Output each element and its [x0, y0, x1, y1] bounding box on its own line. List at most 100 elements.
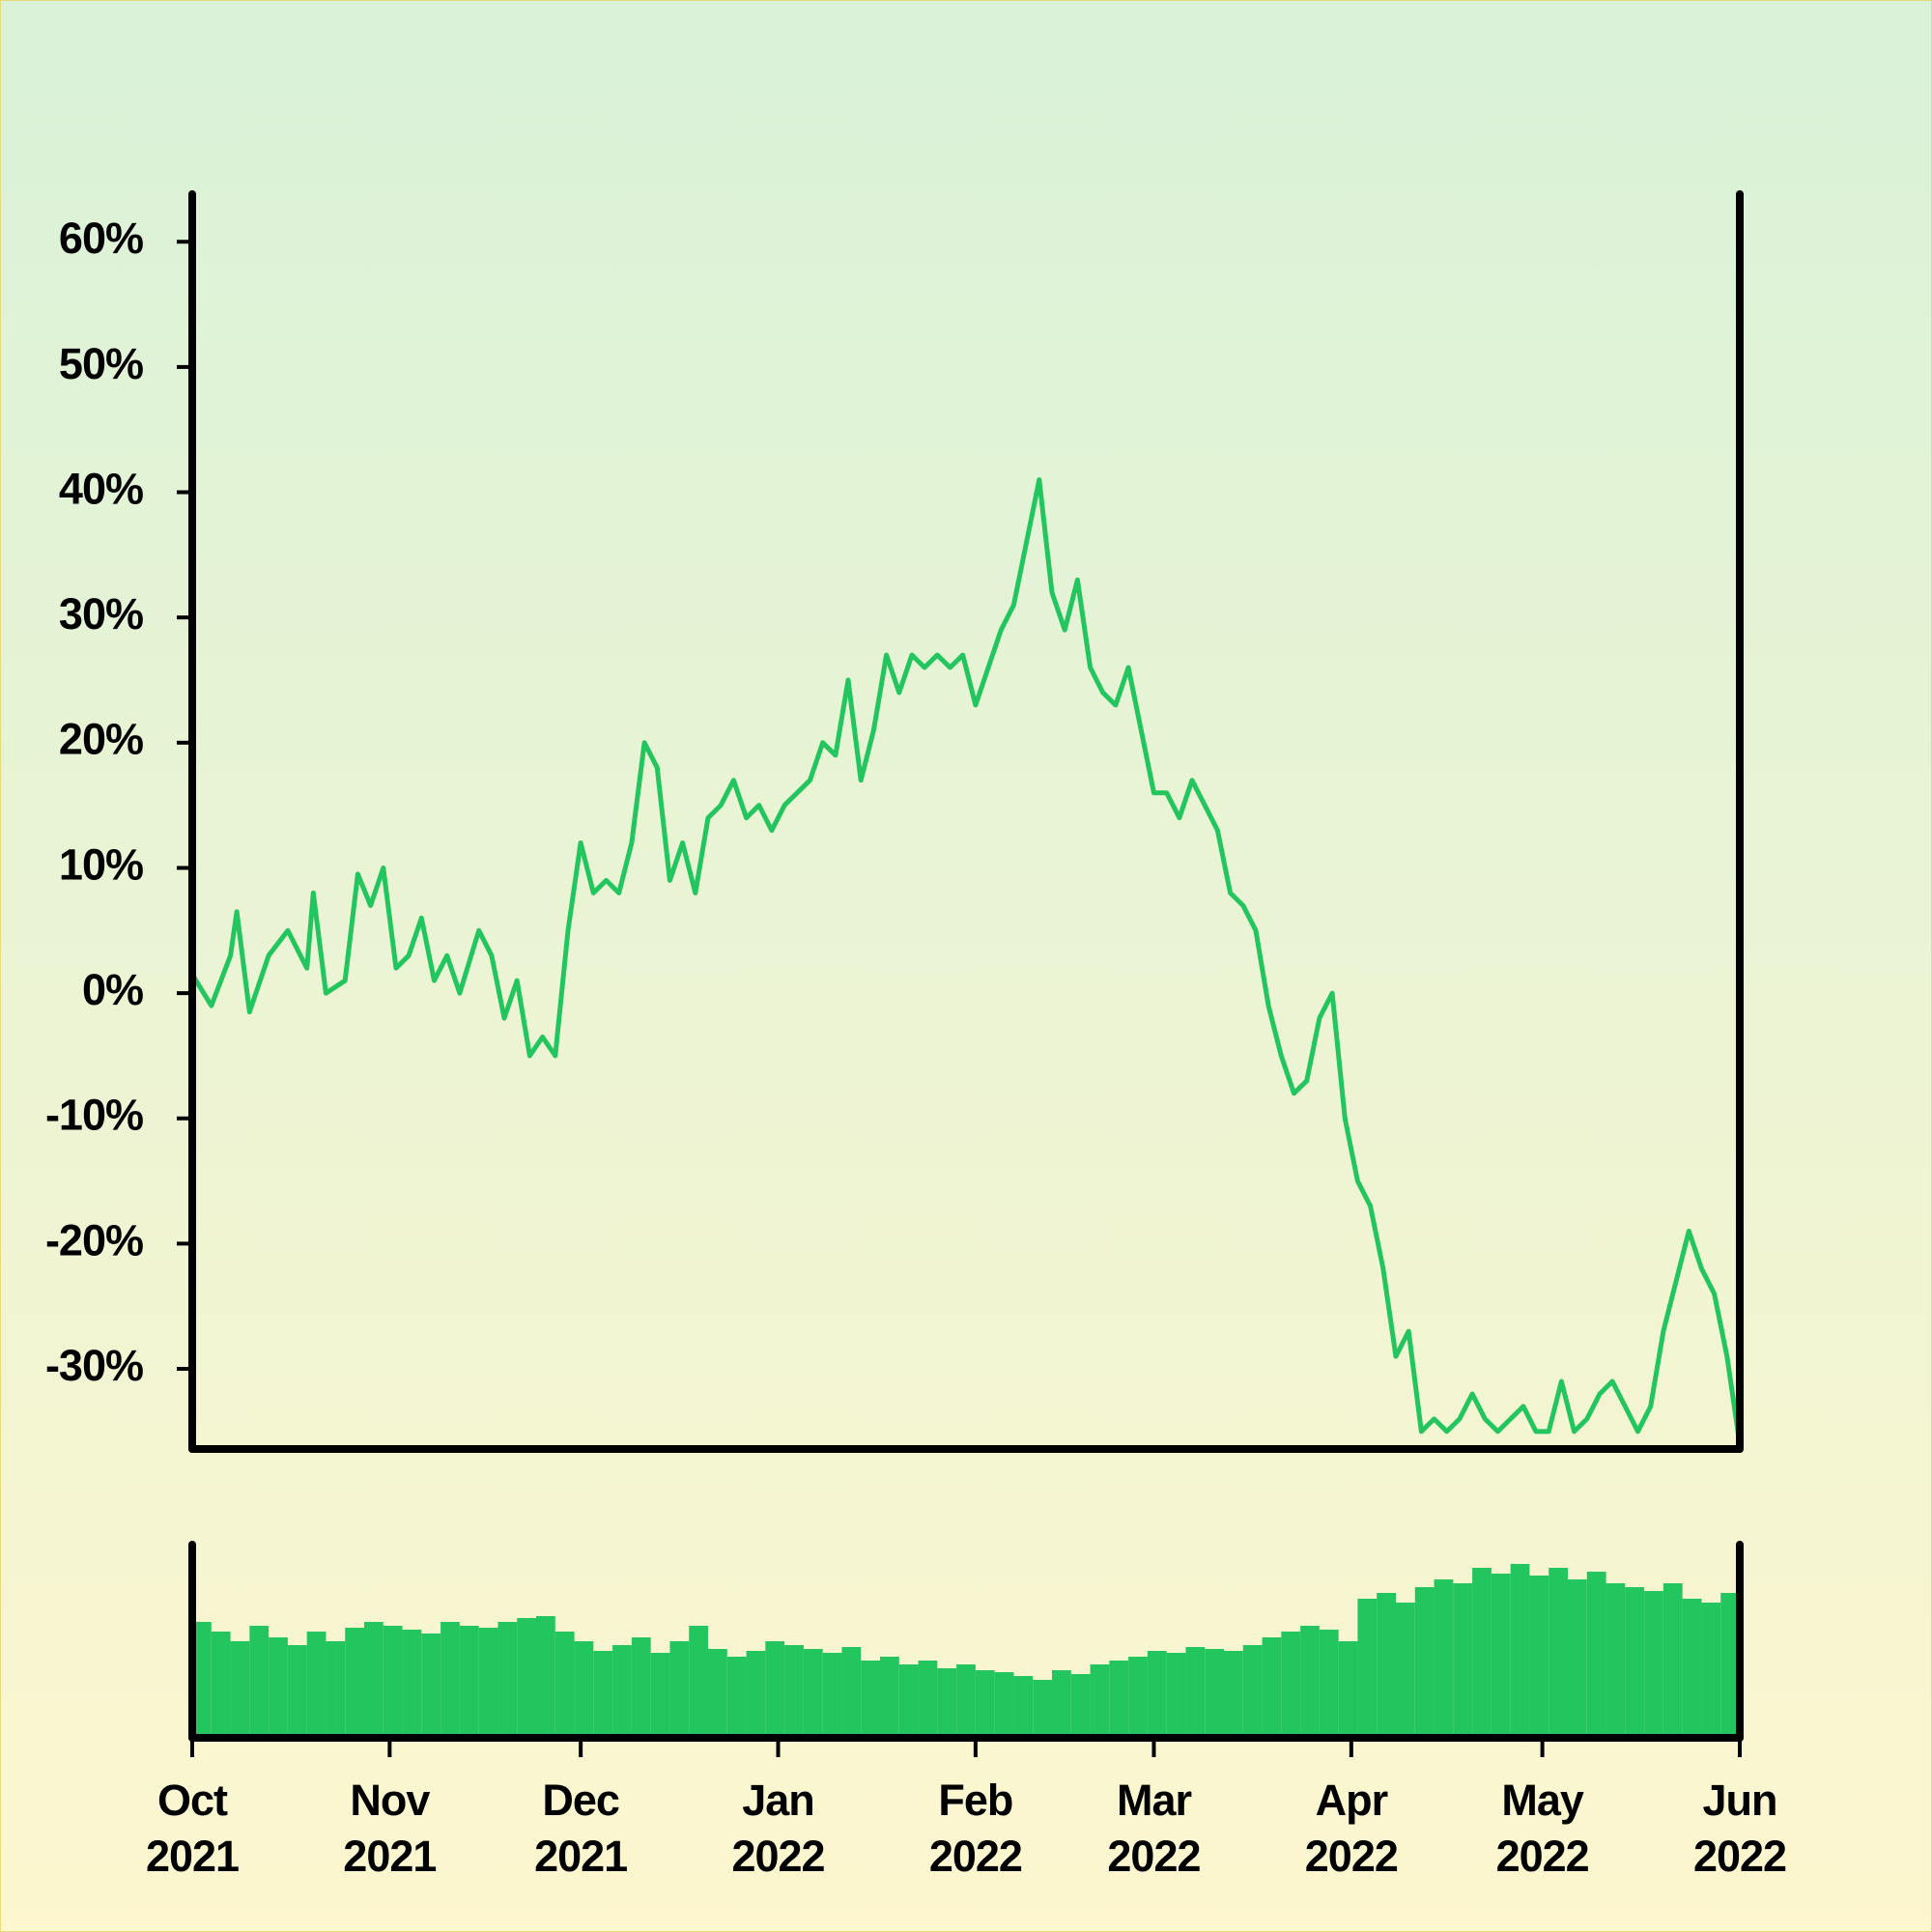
volume-bar — [345, 1628, 364, 1738]
y-tick-label: -20% — [45, 1215, 143, 1264]
volume-bar — [497, 1622, 518, 1738]
volume-bar — [459, 1626, 479, 1738]
volume-bar — [1529, 1576, 1549, 1738]
volume-bar — [1052, 1670, 1071, 1738]
volume-bar — [1109, 1661, 1129, 1738]
volume-bar — [708, 1649, 727, 1738]
volume-bar — [803, 1649, 823, 1738]
y-tick-label: 40% — [59, 464, 143, 513]
volume-bar — [326, 1641, 346, 1738]
volume-bar — [1472, 1568, 1492, 1738]
volume-bar — [1682, 1599, 1702, 1738]
volume-bar — [1491, 1574, 1511, 1738]
x-tick-label: Dec 2021 — [534, 1776, 628, 1881]
volume-bar — [478, 1628, 498, 1738]
volume-bar — [1300, 1626, 1320, 1738]
volume-bar — [1548, 1568, 1568, 1738]
volume-bar — [1224, 1651, 1243, 1738]
volume-bar — [746, 1651, 766, 1738]
volume-bar — [937, 1668, 957, 1738]
volume-bar — [669, 1641, 690, 1738]
volume-bar — [1013, 1676, 1034, 1738]
volume-bar — [1414, 1587, 1435, 1738]
volume-bar — [918, 1661, 938, 1738]
volume-bar — [1205, 1649, 1224, 1738]
volume-bar — [650, 1653, 670, 1738]
volume-bar — [975, 1670, 995, 1738]
volume-bar — [612, 1645, 632, 1738]
volume-bar — [1434, 1579, 1454, 1738]
volume-bar — [784, 1645, 804, 1738]
volume-bar — [192, 1622, 212, 1738]
volume-bar — [1605, 1583, 1626, 1738]
volume-bar — [536, 1616, 555, 1738]
volume-bar — [631, 1637, 651, 1738]
volume-bar — [402, 1630, 422, 1738]
volume-bar — [1166, 1653, 1186, 1738]
volume-bar — [841, 1647, 862, 1738]
volume-bar — [1377, 1593, 1396, 1738]
volume-bar — [1701, 1603, 1721, 1738]
volume-bar — [1319, 1630, 1339, 1738]
volume-bar — [1510, 1564, 1530, 1738]
y-tick-label: 60% — [59, 213, 143, 263]
volume-bar — [440, 1622, 460, 1738]
volume-bar — [880, 1657, 899, 1738]
volume-bar — [1662, 1583, 1683, 1738]
volume-bar — [1338, 1641, 1358, 1738]
volume-bar — [1070, 1674, 1091, 1738]
x-tick-label: Apr 2022 — [1304, 1776, 1399, 1881]
volume-bar — [364, 1622, 384, 1738]
volume-bar — [1242, 1645, 1263, 1738]
x-tick-label: Nov 2021 — [343, 1776, 437, 1881]
volume-bar — [574, 1641, 594, 1738]
volume-bar — [287, 1645, 307, 1738]
volume-bar — [956, 1664, 976, 1738]
volume-bar — [822, 1653, 842, 1738]
volume-bar — [1147, 1651, 1167, 1738]
x-tick-label: Mar 2022 — [1107, 1776, 1201, 1881]
volume-bar — [1262, 1637, 1282, 1738]
volume-bar — [230, 1641, 250, 1738]
volume-bar — [306, 1632, 327, 1738]
volume-bar — [898, 1664, 919, 1738]
x-tick-label: Jun 2022 — [1692, 1776, 1787, 1881]
volume-bar — [1281, 1632, 1301, 1738]
volume-bar — [994, 1672, 1014, 1738]
volume-bar — [1453, 1583, 1473, 1738]
price-line — [189, 477, 1743, 1445]
volume-bar — [269, 1637, 288, 1738]
volume-bar — [1185, 1647, 1206, 1738]
volume-bar — [421, 1634, 441, 1738]
volume-bar — [1090, 1664, 1110, 1738]
volume-bar — [1586, 1572, 1606, 1738]
volume-bar — [249, 1626, 270, 1738]
volume-bar — [689, 1626, 708, 1738]
volume-bar — [1625, 1587, 1645, 1738]
volume-bar — [1720, 1593, 1740, 1738]
x-tick-label: Oct 2021 — [145, 1776, 240, 1881]
volume-bar — [765, 1641, 785, 1738]
volume-bar — [1128, 1657, 1148, 1738]
x-tick-label: Feb 2022 — [928, 1776, 1023, 1881]
volume-bar — [1033, 1680, 1052, 1738]
x-tick-label: Jan 2022 — [731, 1776, 825, 1881]
y-tick-label: 0% — [82, 965, 143, 1014]
volume-bar — [1396, 1603, 1415, 1738]
volume-bar — [211, 1632, 231, 1738]
y-tick-label: -10% — [45, 1091, 143, 1140]
volume-bar — [383, 1626, 403, 1738]
volume-bar — [1357, 1599, 1378, 1738]
y-tick-label: 50% — [59, 339, 143, 388]
volume-bar — [593, 1651, 613, 1738]
x-tick-label: May 2022 — [1495, 1776, 1590, 1881]
volume-bar — [554, 1632, 575, 1738]
y-tick-label: -30% — [45, 1341, 143, 1390]
volume-bar — [517, 1618, 536, 1738]
volume-bar — [1644, 1591, 1663, 1738]
y-tick-label: 10% — [59, 839, 143, 889]
y-tick-label: 30% — [59, 589, 143, 639]
volume-bar — [861, 1661, 880, 1738]
